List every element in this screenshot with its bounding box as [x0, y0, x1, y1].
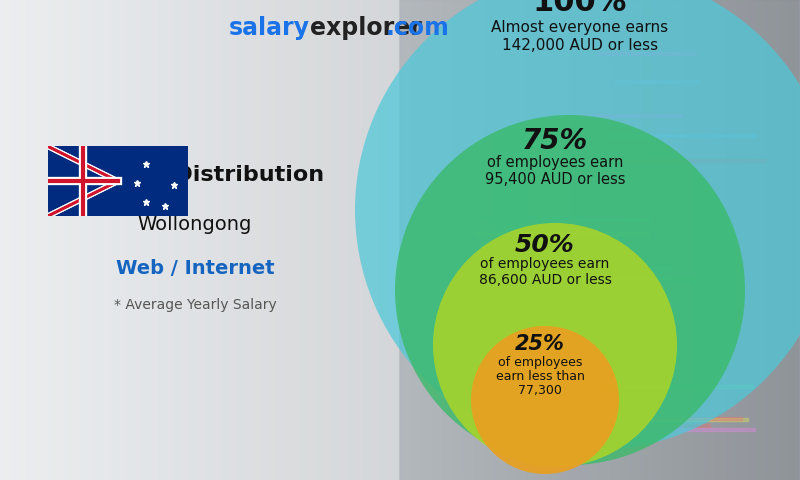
Text: earn less than: earn less than — [495, 370, 585, 383]
Text: .com: .com — [386, 16, 450, 40]
Text: of employees earn: of employees earn — [487, 155, 623, 170]
Bar — [615, 80, 699, 83]
Bar — [468, 369, 592, 372]
Text: 95,400 AUD or less: 95,400 AUD or less — [485, 172, 626, 187]
Bar — [400, 0, 800, 480]
Bar — [515, 277, 699, 280]
Bar — [480, 217, 638, 220]
Text: 100%: 100% — [533, 0, 627, 17]
Bar — [605, 159, 766, 162]
Bar — [48, 146, 118, 216]
Bar — [602, 134, 756, 137]
Text: of employees earn: of employees earn — [480, 257, 610, 271]
Bar — [601, 385, 753, 388]
Text: 142,000 AUD or less: 142,000 AUD or less — [502, 38, 658, 53]
Circle shape — [355, 0, 800, 450]
Text: explorer: explorer — [310, 16, 422, 40]
Text: 75%: 75% — [522, 127, 588, 155]
Bar — [118, 146, 188, 216]
Text: 25%: 25% — [515, 334, 565, 354]
Bar — [621, 267, 674, 270]
Bar — [560, 417, 742, 420]
Bar — [598, 52, 696, 55]
Bar — [543, 297, 662, 300]
Bar — [118, 146, 188, 216]
Text: 86,600 AUD or less: 86,600 AUD or less — [478, 273, 611, 287]
Bar — [524, 237, 593, 240]
Text: Almost everyone earns: Almost everyone earns — [491, 20, 669, 35]
Text: Salaries Distribution: Salaries Distribution — [66, 165, 324, 185]
Bar — [538, 218, 650, 221]
Bar — [604, 418, 748, 421]
Circle shape — [433, 223, 677, 467]
Bar — [644, 428, 755, 431]
Text: 50%: 50% — [515, 233, 575, 257]
Text: * Average Yearly Salary: * Average Yearly Salary — [114, 298, 276, 312]
Text: of employees: of employees — [498, 356, 582, 369]
Text: Wollongong: Wollongong — [138, 216, 252, 235]
Bar — [578, 114, 682, 117]
Text: salary: salary — [229, 16, 310, 40]
Circle shape — [471, 326, 619, 474]
Bar — [475, 232, 649, 235]
Circle shape — [395, 115, 745, 465]
Text: Web / Internet: Web / Internet — [116, 259, 274, 277]
Text: 77,300: 77,300 — [518, 384, 562, 397]
Bar — [543, 424, 710, 427]
